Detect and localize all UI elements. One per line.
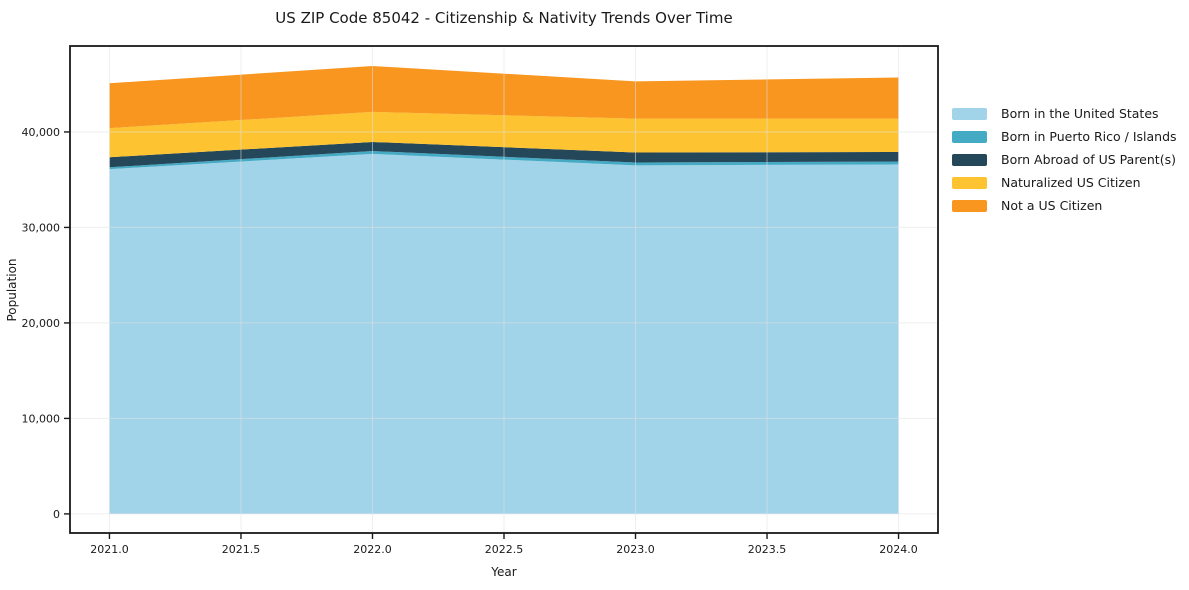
legend: Born in the United States Born in Puerto …: [952, 102, 1177, 217]
y-tick-label: 10,000: [22, 412, 61, 425]
y-tick-label: 40,000: [22, 126, 61, 139]
chart-title: US ZIP Code 85042 - Citizenship & Nativi…: [275, 9, 733, 27]
x-tick-label: 2021.0: [90, 543, 129, 556]
x-tick-label: 2022.0: [353, 543, 392, 556]
legend-label: Naturalized US Citizen: [1001, 175, 1141, 190]
legend-label: Born Abroad of US Parent(s): [1001, 152, 1176, 167]
legend-item: Born in the United States: [952, 102, 1177, 125]
legend-swatch: [952, 153, 987, 166]
legend-item: Born in Puerto Rico / Islands: [952, 125, 1177, 148]
x-axis-label: Year: [491, 565, 517, 579]
x-tick-label: 2022.5: [485, 543, 524, 556]
legend-swatch: [952, 176, 987, 189]
y-axis-label: Population: [5, 258, 19, 322]
legend-swatch: [952, 130, 987, 143]
x-tick-label: 2024.0: [879, 543, 918, 556]
x-tick-label: 2023.0: [616, 543, 655, 556]
x-tick-label: 2021.5: [222, 543, 261, 556]
y-tick-label: 0: [53, 508, 60, 521]
x-tick-label: 2023.5: [748, 543, 787, 556]
legend-swatch: [952, 107, 987, 120]
legend-item: Naturalized US Citizen: [952, 171, 1177, 194]
legend-item: Not a US Citizen: [952, 194, 1177, 217]
area-series-born-in-puerto-rico-islands: [109, 151, 899, 170]
legend-swatch: [952, 199, 987, 212]
legend-item: Born Abroad of US Parent(s): [952, 148, 1177, 171]
legend-label: Not a US Citizen: [1001, 198, 1103, 213]
legend-label: Born in the United States: [1001, 106, 1159, 121]
y-tick-label: 30,000: [22, 221, 61, 234]
y-tick-label: 20,000: [22, 317, 61, 330]
legend-label: Born in Puerto Rico / Islands: [1001, 129, 1177, 144]
